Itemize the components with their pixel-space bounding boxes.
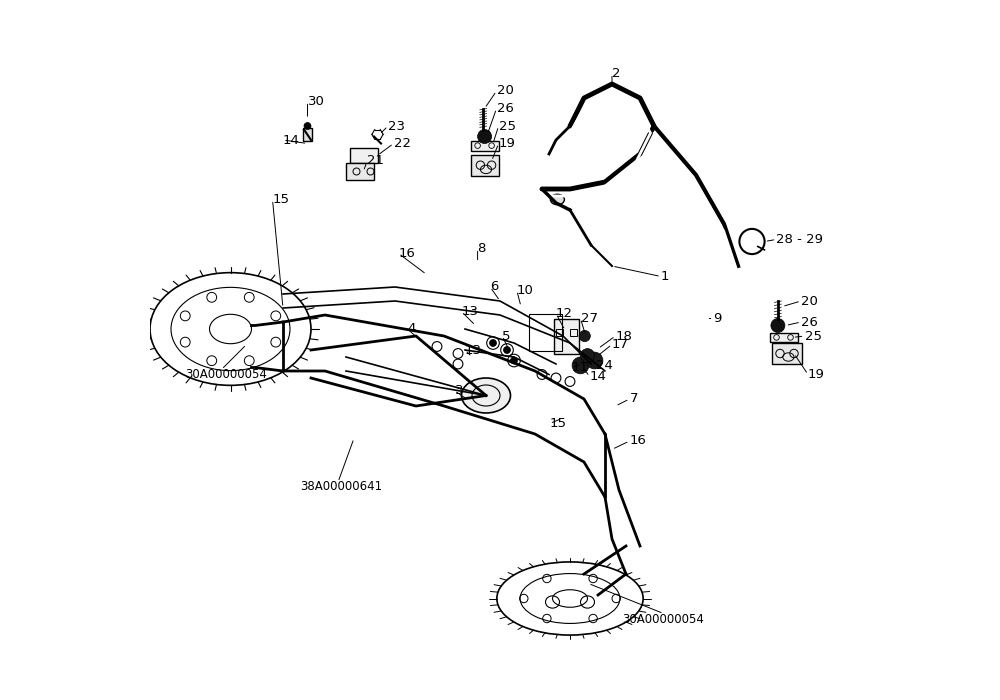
Circle shape — [586, 352, 603, 369]
Bar — [556, 329, 563, 336]
Text: 13: 13 — [462, 305, 479, 318]
Text: 20: 20 — [496, 85, 513, 97]
Bar — [471, 155, 499, 176]
Text: 5: 5 — [502, 330, 511, 342]
Text: 9: 9 — [714, 312, 722, 325]
Text: 24: 24 — [596, 359, 613, 372]
Text: 19: 19 — [808, 368, 825, 381]
Circle shape — [504, 346, 511, 354]
Text: 22: 22 — [394, 137, 411, 150]
Text: 7: 7 — [630, 393, 638, 405]
Text: 26: 26 — [496, 102, 513, 115]
Text: 16: 16 — [630, 435, 646, 447]
Ellipse shape — [550, 194, 564, 204]
Circle shape — [490, 340, 496, 346]
Text: 2: 2 — [612, 67, 620, 80]
Text: 1: 1 — [661, 270, 670, 283]
Text: 14: 14 — [283, 134, 300, 146]
Text: 16: 16 — [398, 247, 415, 260]
Bar — [346, 163, 374, 180]
Circle shape — [579, 330, 590, 342]
Text: 15: 15 — [550, 417, 567, 430]
Text: 25: 25 — [499, 120, 516, 132]
Text: 15: 15 — [272, 193, 290, 206]
Circle shape — [511, 357, 518, 364]
Bar — [772, 343, 802, 364]
Text: 27: 27 — [580, 312, 598, 325]
Text: 4: 4 — [408, 323, 416, 335]
Text: 21: 21 — [367, 155, 384, 167]
Text: 11: 11 — [571, 361, 588, 374]
Text: 30A00000054: 30A00000054 — [185, 368, 267, 381]
Bar — [570, 329, 577, 336]
Text: 8: 8 — [478, 242, 486, 255]
Bar — [350, 148, 378, 163]
Text: 12: 12 — [556, 307, 573, 320]
Text: 20: 20 — [801, 295, 818, 307]
Text: 18: 18 — [616, 330, 632, 342]
Text: 10: 10 — [517, 284, 534, 297]
Bar — [770, 332, 798, 342]
Ellipse shape — [462, 378, 511, 413]
Text: 26: 26 — [801, 316, 818, 328]
Circle shape — [771, 318, 785, 332]
Bar — [471, 141, 499, 150]
Text: 17: 17 — [612, 338, 629, 351]
Text: 23: 23 — [388, 120, 405, 132]
Text: 30: 30 — [308, 95, 324, 108]
Bar — [529, 314, 562, 351]
Bar — [303, 128, 312, 141]
Text: 38A00000641: 38A00000641 — [300, 480, 383, 493]
Text: 25: 25 — [804, 330, 822, 342]
Text: 13: 13 — [465, 344, 482, 356]
Text: 30A00000054: 30A00000054 — [623, 613, 704, 626]
Text: 6: 6 — [490, 281, 499, 293]
Circle shape — [478, 130, 492, 144]
Bar — [554, 318, 579, 354]
Text: 14: 14 — [590, 370, 606, 383]
Circle shape — [572, 357, 589, 374]
Text: 19: 19 — [499, 137, 515, 150]
Text: 28 - 29: 28 - 29 — [776, 233, 824, 246]
Text: 3: 3 — [454, 384, 463, 397]
Circle shape — [304, 122, 311, 130]
Circle shape — [580, 349, 594, 363]
